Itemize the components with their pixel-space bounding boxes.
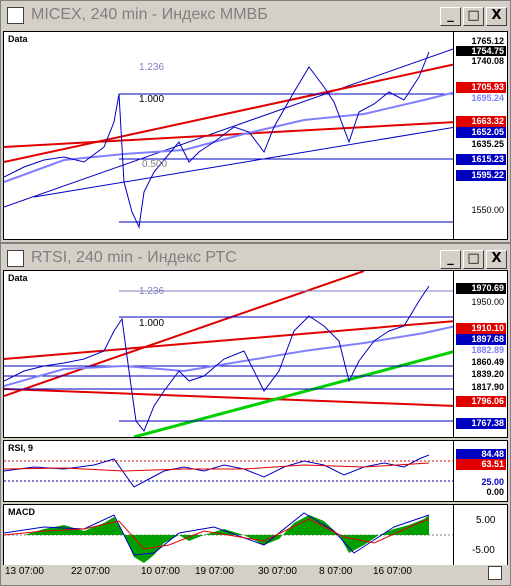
macd-tick: -5.00 (472, 545, 495, 556)
micex-price-plot (4, 47, 456, 229)
price-label: 1817.90 (456, 382, 506, 393)
rsi-level: 0.00 (456, 487, 506, 498)
price-tick: 1550.00 (456, 205, 506, 216)
rsi-signal: 63.51 (456, 459, 506, 470)
rsi-pane[interactable]: RSI, 9 84.48 63.51 25.00 0.00 (3, 440, 508, 502)
macd-scale: 5.00 -5.00 (453, 505, 505, 565)
maximize-button[interactable]: □ (463, 250, 484, 269)
time-label: 10 07:00 (141, 566, 180, 577)
fib-level-1236: 1.236 (139, 286, 165, 297)
micex-price-scale: 1765.12 1754.75 1740.08 1705.93 1695.24 … (453, 32, 506, 239)
price-label-blue: 1615.23 (456, 154, 506, 165)
maximize-button[interactable]: □ (463, 7, 484, 26)
fib-level-1000: 1.000 (139, 94, 165, 105)
macd-tag: MACD (8, 507, 35, 517)
macd-pane[interactable]: MACD 5.00 -5.00 (3, 504, 508, 566)
price-tick: 1950.00 (456, 297, 506, 308)
rtsi-chart[interactable]: Data 1.236 1.000 1970.69 1950.00 1910.10… (3, 270, 508, 438)
price-label-ma: 1695.24 (456, 93, 506, 104)
rsi-tag: RSI, 9 (8, 443, 34, 453)
scroll-end-icon[interactable] (488, 566, 502, 580)
fib-level-0500: 0.500 (142, 159, 168, 170)
time-label: 13 07:00 (5, 566, 44, 577)
fib-level-1000: 1.000 (139, 318, 165, 329)
time-label: 30 07:00 (258, 566, 297, 577)
minimize-button[interactable]: _ (440, 7, 461, 26)
micex-chart[interactable]: Data 1.236 1.000 0.500 1765.12 1754.75 1… (3, 31, 508, 240)
price-label: 1839.20 (456, 369, 506, 380)
micex-window: MICEX, 240 min - Индекс ММВБ _ □ X Data … (0, 0, 511, 243)
price-label: 1860.49 (456, 357, 506, 368)
macd-tick: 5.00 (476, 515, 496, 526)
fib-level-1236: 1.236 (139, 62, 165, 73)
price-label-red: 1796.06 (456, 396, 506, 407)
time-axis: 13 07:00 22 07:00 10 07:00 19 07:00 30 0… (3, 565, 508, 580)
price-label-red: 1705.93 (456, 82, 506, 93)
price-label-blue: 1595.22 (456, 170, 506, 181)
micex-window-title: MICEX, 240 min - Индекс ММВБ (31, 6, 268, 23)
data-tag: Data (8, 34, 28, 44)
rtsi-price-scale: 1970.69 1950.00 1910.10 1897.68 1882.89 … (453, 271, 506, 437)
time-label: 8 07:00 (319, 566, 353, 577)
price-label: 1740.08 (456, 56, 506, 67)
rtsi-window: RTSI, 240 min - Индекс РТС _ □ X Data 1.… (0, 243, 511, 586)
price-label-blue: 1767.38 (456, 418, 506, 429)
rtsi-titlebar[interactable]: RTSI, 240 min - Индекс РТС _ □ X (3, 246, 508, 272)
price-label: 1765.12 (456, 36, 506, 47)
time-label: 19 07:00 (195, 566, 234, 577)
data-tag: Data (8, 273, 28, 283)
time-label: 16 07:00 (373, 566, 412, 577)
minimize-button[interactable]: _ (440, 250, 461, 269)
price-label-blue: 1652.05 (456, 127, 506, 138)
chart-icon (7, 250, 24, 267)
rtsi-window-title: RTSI, 240 min - Индекс РТС (31, 249, 237, 266)
rsi-value: 84.48 (456, 449, 506, 460)
price-label-current: 1754.75 (456, 46, 506, 57)
micex-titlebar[interactable]: MICEX, 240 min - Индекс ММВБ _ □ X (3, 3, 508, 29)
price-label-red: 1910.10 (456, 323, 506, 334)
price-label-ma: 1882.89 (456, 345, 506, 356)
rsi-level: 25.00 (456, 477, 506, 488)
close-button[interactable]: X (486, 250, 507, 269)
price-label: 1635.25 (456, 139, 506, 150)
rsi-plot (4, 454, 456, 488)
macd-plot (4, 512, 456, 563)
rsi-scale: 84.48 63.51 25.00 0.00 (453, 441, 506, 501)
rtsi-price-plot (4, 271, 456, 437)
price-label-red: 1663.32 (456, 116, 506, 127)
close-button[interactable]: X (486, 7, 507, 26)
time-label: 22 07:00 (71, 566, 110, 577)
price-label-current: 1970.69 (456, 283, 506, 294)
chart-icon (7, 7, 24, 24)
price-label-blue: 1897.68 (456, 334, 506, 345)
